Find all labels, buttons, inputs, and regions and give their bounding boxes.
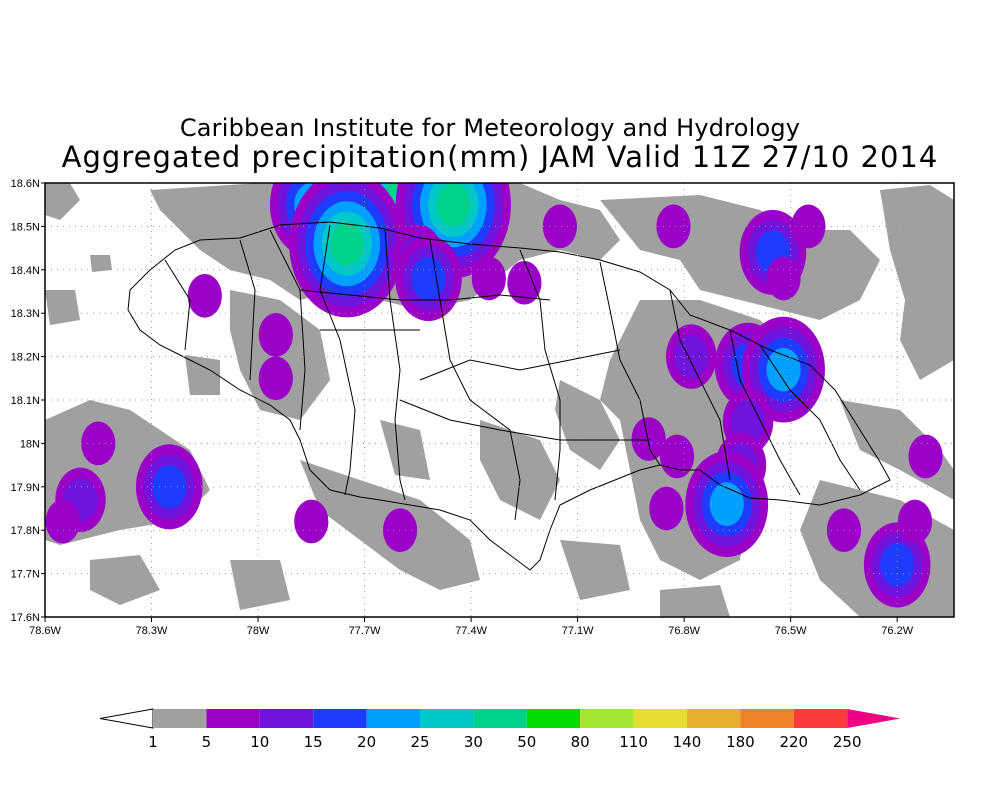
precip-cell [294,499,329,544]
precip-cell [507,260,542,305]
lon-tick-label: 78W [247,625,270,637]
lon-tick-label: 78.6W [29,625,61,637]
colorbar-swatch [420,709,474,728]
colorbar-under-triangle [99,708,154,729]
colorbar-label: 250 [833,733,862,751]
lat-tick-label: 18.5N [11,221,40,233]
lon-tick-label: 77.7W [349,625,381,637]
lat-tick-label: 18.4N [11,265,40,277]
lat-tick-label: 17.7N [11,569,40,581]
colorbar-label: 25 [410,733,429,751]
colorbar-label: 5 [202,733,212,751]
lat-tick-label: 18.6N [11,178,40,190]
precip-cell [656,204,691,249]
lon-tick-label: 77.1W [562,625,594,637]
precip-cell [791,204,826,249]
colorbar-label: 220 [779,733,808,751]
colorbar-swatch [313,709,367,728]
precip-cell [45,499,80,544]
lat-lon-grid [45,183,954,617]
colorbar-swatch [259,709,314,728]
colorbar-swatch [580,709,634,728]
colorbar-swatch [206,709,260,728]
lat-tick-label: 18.2N [11,352,40,364]
precip-cell [471,256,506,301]
lon-tick-label: 76.5W [775,625,807,637]
jamaica-coastline-parishes [127,221,891,571]
colorbar-label: 180 [726,733,755,751]
precip-cell [863,522,931,608]
precip-cell [382,508,418,553]
lat-tick-label: 18N [20,438,40,450]
axis-ticks: 78.6W 78.3W 78W 77.7W 77.4W 77.1W 76.8W 76.5W 76… [11,178,914,637]
parish-boundaries [164,224,861,521]
colorbar-over-triangle [847,709,901,728]
map-subtitle: Aggregated precipitation(mm) JAM Valid 1… [61,140,939,174]
lat-tick-label: 18.1N [11,395,40,407]
precip-cell [258,313,293,357]
precip-cell [187,273,222,318]
colorbar-label: 15 [304,733,323,751]
precip-cell [766,256,801,301]
colorbar-swatch [633,709,687,728]
precip-cell [685,451,769,558]
colorbar-swatch [366,709,420,728]
colorbar-swatch [793,709,848,728]
precip-cell [649,486,684,531]
precip-cell [135,444,203,530]
colorbar-label: 1 [148,733,158,751]
lon-tick-label: 76.8W [668,625,700,637]
lat-tick-label: 17.6N [11,612,40,624]
colorbar-swatch [153,709,207,728]
precip-cell [897,499,933,544]
colorbar-swatch [740,709,794,728]
precip-cell [908,434,943,479]
lat-tick-label: 17.8N [11,525,40,537]
colorbar-label: 20 [357,733,376,751]
map-title: Caribbean Institute for Meteorology and … [179,114,801,142]
colorbar-label: 110 [619,733,648,751]
precip-cell [81,421,116,466]
coastline [127,221,891,571]
precip-cell [258,356,293,401]
lat-tick-label: 17.9N [11,482,40,494]
precip-cells [45,183,943,608]
colorbar-swatch [687,709,741,728]
lon-tick-label: 76.2W [881,625,913,637]
lon-tick-label: 78.3W [136,625,168,637]
colorbar-label: 140 [673,733,702,751]
colorbar-label: 50 [517,733,536,751]
colorbar-label: 30 [464,733,483,751]
lat-tick-label: 18.3N [11,308,40,320]
precip-cell [631,417,666,461]
colorbar-label: 10 [250,733,269,751]
precip-cell [542,204,577,249]
colorbar-label: 80 [571,733,590,751]
lon-tick-label: 77.4W [455,625,487,637]
colorbar-swatch [473,709,527,728]
colorbar-swatch [526,709,581,728]
